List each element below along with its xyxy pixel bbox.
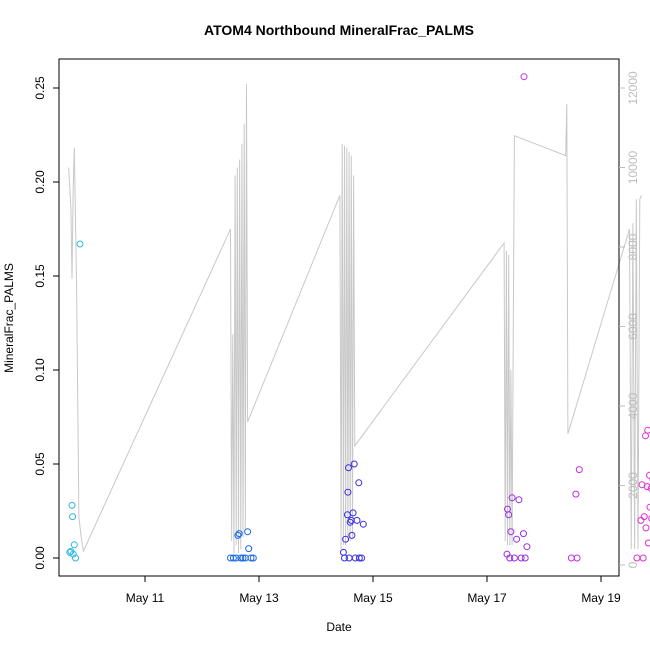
x-axis: May 11 May 13 May 15 May 17 May 19 (126, 576, 621, 605)
data-point (237, 554, 245, 562)
y2-tick-label: 10000 (626, 150, 640, 184)
data-point (69, 550, 77, 558)
y2-tick-label: 2000 (626, 472, 640, 499)
data-point (355, 479, 363, 487)
data-point (639, 554, 647, 562)
y2-tick-label: 0 (626, 561, 640, 568)
y-tick-label: 0.20 (33, 170, 47, 194)
data-point (644, 426, 650, 434)
data-point (341, 554, 348, 562)
data-point (355, 554, 363, 562)
data-point (648, 515, 650, 522)
data-point (517, 554, 525, 562)
data-point (342, 535, 350, 543)
data-point (647, 485, 650, 492)
x-tick-label: May 17 (467, 591, 507, 605)
plot-frame (58, 58, 620, 577)
data-point (520, 530, 527, 538)
data-point (507, 528, 515, 536)
data-point (349, 509, 357, 517)
data-point (643, 483, 650, 491)
data-point (245, 545, 253, 553)
data-point (644, 539, 650, 547)
y2-tick-label: 4000 (626, 392, 640, 419)
x-axis-label: Date (326, 620, 352, 634)
data-point (505, 511, 513, 519)
y-tick-label: 0.15 (33, 264, 47, 288)
data-point (520, 73, 528, 81)
data-point (66, 548, 74, 556)
y2-tick-label: 8000 (626, 233, 640, 260)
data-point (244, 528, 252, 536)
data-point (353, 516, 361, 524)
data-point (235, 530, 243, 538)
y-axis-label: MineralFrac_PALMS (2, 263, 16, 373)
data-point (640, 513, 648, 521)
data-point (515, 496, 523, 504)
x-tick-label: May 15 (353, 591, 393, 605)
data-point (76, 240, 84, 248)
y-tick-label: 0.25 (33, 76, 47, 100)
data-point (70, 541, 78, 549)
y-tick-label: 0.00 (33, 546, 47, 570)
y-tick-label: 0.10 (33, 358, 47, 382)
data-point (358, 554, 366, 562)
points-layer (66, 73, 650, 562)
secondary-series-line (68, 83, 642, 554)
data-point (359, 520, 367, 528)
data-point (239, 554, 247, 562)
data-point (642, 524, 650, 532)
data-point (350, 460, 358, 468)
x-tick-label: May 11 (126, 591, 165, 605)
data-point (506, 554, 514, 562)
data-point (521, 554, 529, 562)
data-point (234, 531, 242, 539)
y2-tick-label: 6000 (626, 313, 640, 340)
data-point (573, 554, 581, 562)
data-point (646, 503, 650, 511)
y-axis: 0.00 0.05 0.10 0.15 0.20 0.25 (33, 76, 59, 570)
data-point (510, 554, 518, 562)
data-point (523, 543, 531, 551)
y2-tick-label: 12000 (626, 71, 640, 105)
chart-title: ATOM4 Northbound MineralFrac_PALMS (204, 22, 474, 38)
data-point (68, 501, 76, 509)
x-tick-label: May 13 (239, 591, 279, 605)
y2-axis: 0 2000 4000 6000 8000 10000 12000 (619, 71, 640, 568)
data-point (72, 554, 79, 562)
x-tick-label: May 19 (581, 591, 621, 605)
data-point (348, 531, 356, 539)
data-point (345, 464, 352, 472)
data-point (232, 554, 240, 562)
secondary-line-layer (68, 83, 642, 554)
y-tick-label: 0.05 (33, 452, 47, 476)
data-point (513, 535, 521, 543)
data-point (247, 554, 255, 562)
data-point (229, 554, 237, 562)
data-point (508, 494, 516, 502)
data-point (575, 466, 583, 474)
data-point (249, 554, 257, 562)
data-point (344, 488, 352, 496)
data-point (69, 513, 77, 521)
data-point (572, 490, 580, 498)
